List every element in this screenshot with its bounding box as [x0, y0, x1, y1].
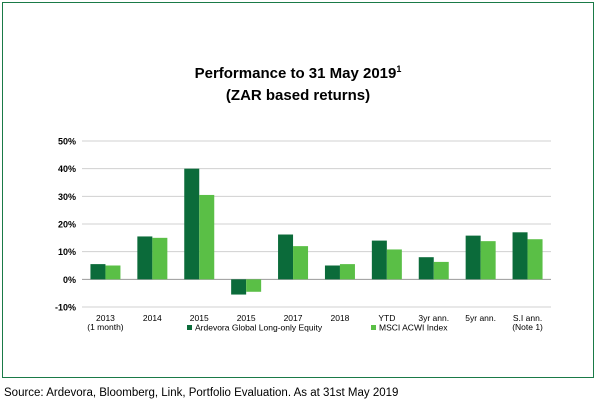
- y-tick-label: 20%: [58, 220, 76, 230]
- y-axis-tick-labels: 50% 40% 30% 20% 10% 0% -10%: [55, 137, 76, 313]
- chart-title-footnote: 1: [396, 64, 402, 74]
- bar-fund: [512, 232, 528, 280]
- x-tick-label: 2018: [330, 313, 349, 323]
- x-tick-label: 2017: [284, 313, 303, 323]
- bar-fund: [90, 264, 106, 280]
- x-tick-label: 2015: [237, 313, 256, 323]
- x-tick-label: (Note 1): [512, 322, 543, 332]
- bar-fund: [418, 257, 434, 280]
- legend-label: MSCI ACWI Index: [379, 323, 448, 333]
- x-tick-label: 2015: [190, 313, 209, 323]
- y-tick-label: 40%: [58, 164, 76, 174]
- bar-fund: [465, 235, 481, 280]
- bar-index: [339, 264, 355, 280]
- x-tick-label: 5yr ann.: [465, 313, 496, 323]
- bar-fund: [371, 240, 387, 280]
- bar-index: [293, 246, 309, 280]
- source-note: Source: Ardevora, Bloomberg, Link, Portf…: [4, 387, 399, 399]
- bar-index: [152, 237, 168, 280]
- chart-title-line1: Performance to 31 May 2019: [194, 65, 397, 82]
- bar-index: [480, 241, 496, 280]
- y-tick-label: 30%: [58, 192, 76, 202]
- x-tick-label: S.I ann.: [513, 313, 542, 323]
- x-tick-label: YTD: [378, 313, 395, 323]
- x-tick-label: 2014: [143, 313, 162, 323]
- x-tick-label: (1 month): [87, 322, 124, 332]
- legend-swatch: [187, 325, 192, 330]
- legend-swatch: [371, 325, 376, 330]
- chart-frame: [2, 2, 594, 378]
- x-axis-tick-labels: 2013(1 month) 2014 2015 2015 2017 2018 YTD 3yr …: [87, 313, 543, 332]
- bar-fund: [184, 168, 200, 280]
- bar-fund: [137, 236, 153, 280]
- bar-fund: [231, 279, 247, 295]
- bar-index: [433, 261, 449, 280]
- legend: Ardevora Global Long-only Equity MSCI ACW…: [187, 323, 448, 333]
- bar-index: [105, 265, 121, 280]
- bars: [90, 168, 543, 295]
- bar-index: [246, 279, 262, 292]
- x-tick-label: 3yr ann.: [418, 313, 449, 323]
- bar-index: [386, 249, 402, 280]
- chart-title: Performance to 31 May 20191 (ZAR based r…: [0, 58, 596, 107]
- y-tick-label: 50%: [58, 137, 76, 147]
- bar-fund: [278, 234, 294, 280]
- y-tick-label: 10%: [58, 247, 76, 257]
- bar-chart: 50%40%30%20%10%0%-10% 2013(1 month)2014 2…: [55, 137, 551, 333]
- x-tick-label: 2013: [96, 313, 115, 323]
- grid-lines: [82, 140, 551, 308]
- bar-fund: [324, 265, 340, 280]
- y-tick-label: 0%: [63, 275, 76, 285]
- legend-label: Ardevora Global Long-only Equity: [195, 323, 323, 333]
- y-tick-label: -10%: [55, 303, 76, 313]
- bar-index: [527, 239, 543, 280]
- bar-index: [199, 194, 215, 280]
- chart-title-line2: (ZAR based returns): [225, 87, 371, 104]
